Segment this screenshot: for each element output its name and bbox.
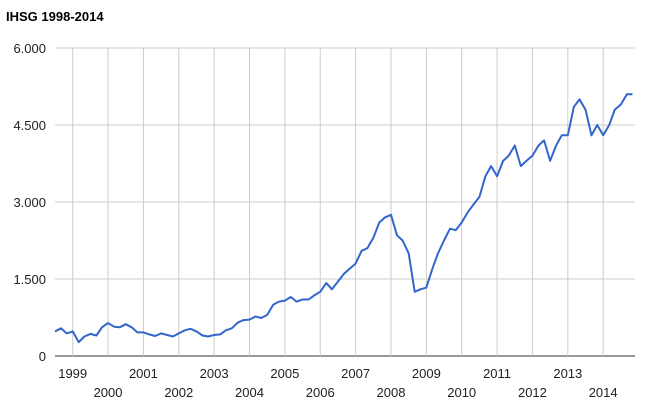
x-tick-label: 2009 xyxy=(412,366,441,381)
x-tick-label: 2013 xyxy=(553,366,582,381)
chart-title: IHSG 1998-2014 xyxy=(6,9,104,24)
x-tick-label: 2008 xyxy=(377,385,406,400)
y-tick-label: 1.500 xyxy=(13,272,46,287)
x-tick-label: 1999 xyxy=(58,366,87,381)
x-tick-label: 2003 xyxy=(200,366,229,381)
x-tick-label: 2001 xyxy=(129,366,158,381)
x-tick-label: 2010 xyxy=(447,385,476,400)
x-tick-label: 2000 xyxy=(94,385,123,400)
x-tick-label: 2004 xyxy=(235,385,264,400)
x-tick-label: 2007 xyxy=(341,366,370,381)
x-tick-label: 2006 xyxy=(306,385,335,400)
y-tick-label: 0 xyxy=(39,349,46,364)
y-tick-label: 6.000 xyxy=(13,41,46,56)
y-tick-label: 3.000 xyxy=(13,195,46,210)
y-tick-label: 4.500 xyxy=(13,118,46,133)
x-tick-label: 2002 xyxy=(164,385,193,400)
x-tick-label: 2005 xyxy=(270,366,299,381)
x-tick-label: 2011 xyxy=(483,366,511,381)
x-tick-label: 2014 xyxy=(589,385,618,400)
x-tick-label: 2012 xyxy=(518,385,547,400)
series-line xyxy=(54,93,633,344)
